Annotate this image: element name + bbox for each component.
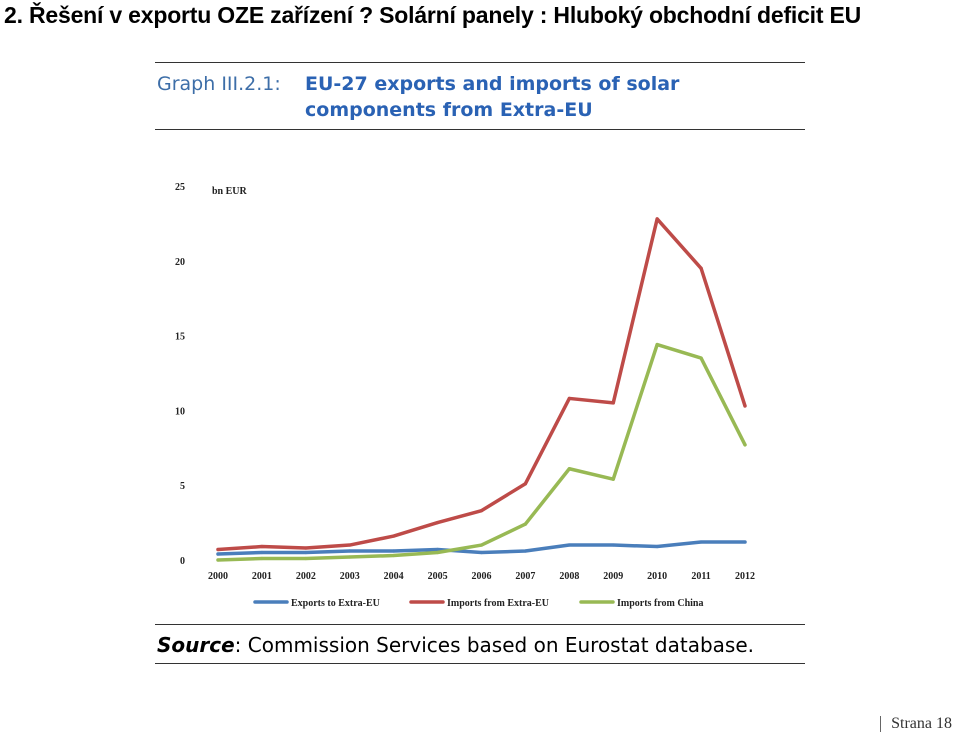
graph-id: Graph III.2.1:	[157, 73, 281, 95]
graph-caption: EU-27 exports and imports of solar compo…	[305, 73, 680, 121]
data-point	[743, 404, 747, 408]
solar-trade-line-chart: 0 5 10 15 20 25 bn EUR 2000 2001 2002 2003 2004 2005…	[175, 182, 755, 609]
data-point	[523, 522, 528, 526]
source-text: : Commission Services based on Eurostat …	[234, 633, 754, 657]
graph-heading-top-rule	[155, 62, 805, 63]
series-line	[216, 217, 747, 552]
x-tick-label: 2008	[559, 571, 579, 582]
x-tick-label: 2005	[428, 571, 448, 582]
data-point	[392, 553, 396, 558]
source-bottom-rule	[155, 663, 805, 664]
data-point	[392, 534, 396, 538]
data-point	[567, 396, 571, 401]
legend-label: Imports from China	[617, 598, 703, 609]
data-point	[655, 217, 659, 221]
data-point	[479, 550, 484, 555]
data-point	[348, 549, 352, 553]
chart-legend: Exports to Extra-EU Imports from Extra-EU…	[253, 598, 703, 609]
x-tick-label: 2001	[252, 571, 272, 582]
y-tick-label: 5	[180, 481, 185, 492]
x-tick-label: 2006	[472, 571, 492, 582]
chart-axes: 0 5 10 15 20 25 bn EUR 2000 2001 2002 2003 2004 2005…	[175, 182, 755, 582]
source-label: Source	[157, 633, 235, 657]
data-point	[567, 467, 571, 471]
x-tick-label: 2003	[340, 571, 360, 582]
unit-label: bn EUR	[212, 186, 248, 197]
data-point	[611, 401, 615, 405]
data-point	[479, 543, 484, 547]
y-tick-label: 15	[175, 332, 185, 343]
x-tick-label: 2012	[735, 571, 755, 582]
x-tick-label: 2000	[208, 571, 228, 582]
data-point	[611, 543, 615, 547]
y-tick-label: 20	[175, 257, 185, 268]
data-point	[479, 509, 484, 513]
page-number-text: Strana 18	[891, 715, 952, 732]
y-tick-label: 0	[180, 556, 185, 567]
data-point	[216, 552, 220, 556]
data-point	[699, 356, 703, 360]
data-point	[435, 550, 440, 555]
data-point	[743, 443, 747, 447]
page-number-separator	[880, 716, 882, 733]
data-point	[699, 540, 703, 544]
y-tick-label: 25	[175, 182, 185, 193]
data-point	[216, 558, 220, 562]
data-point	[523, 549, 528, 553]
x-tick-label: 2011	[691, 571, 710, 582]
x-tick-label: 2004	[384, 571, 404, 582]
data-point	[304, 550, 308, 555]
x-tick-label: 2007	[515, 571, 535, 582]
data-point	[435, 521, 440, 525]
data-point	[567, 543, 571, 547]
series-line	[216, 342, 747, 562]
data-point	[699, 266, 703, 270]
legend-label: Exports to Extra-EU	[291, 598, 380, 609]
legend-label: Imports from Extra-EU	[447, 598, 549, 609]
chart-series	[216, 217, 747, 562]
data-point	[348, 543, 352, 547]
data-point	[260, 544, 264, 549]
graph-heading-bottom-rule	[155, 129, 805, 130]
data-point	[611, 477, 615, 481]
data-point	[348, 555, 352, 559]
data-point	[304, 556, 308, 561]
data-point	[216, 547, 220, 552]
source-note: Source: Commission Services based on Eur…	[157, 633, 754, 657]
data-point	[655, 544, 659, 549]
data-point	[435, 547, 440, 552]
data-point	[260, 556, 264, 561]
data-point	[304, 546, 308, 550]
data-point	[655, 342, 659, 347]
data-point	[743, 540, 747, 544]
data-point	[523, 482, 528, 486]
x-tick-label: 2010	[647, 571, 667, 582]
data-point	[260, 550, 264, 555]
source-top-rule	[155, 624, 805, 625]
page-number: Strana 18	[880, 715, 952, 733]
x-tick-label: 2002	[296, 571, 316, 582]
slide-title: 2. Řešení v exportu OZE zařízení ? Solár…	[4, 2, 862, 28]
data-point	[392, 549, 396, 553]
y-tick-label: 10	[175, 406, 185, 417]
x-tick-label: 2009	[603, 571, 623, 582]
